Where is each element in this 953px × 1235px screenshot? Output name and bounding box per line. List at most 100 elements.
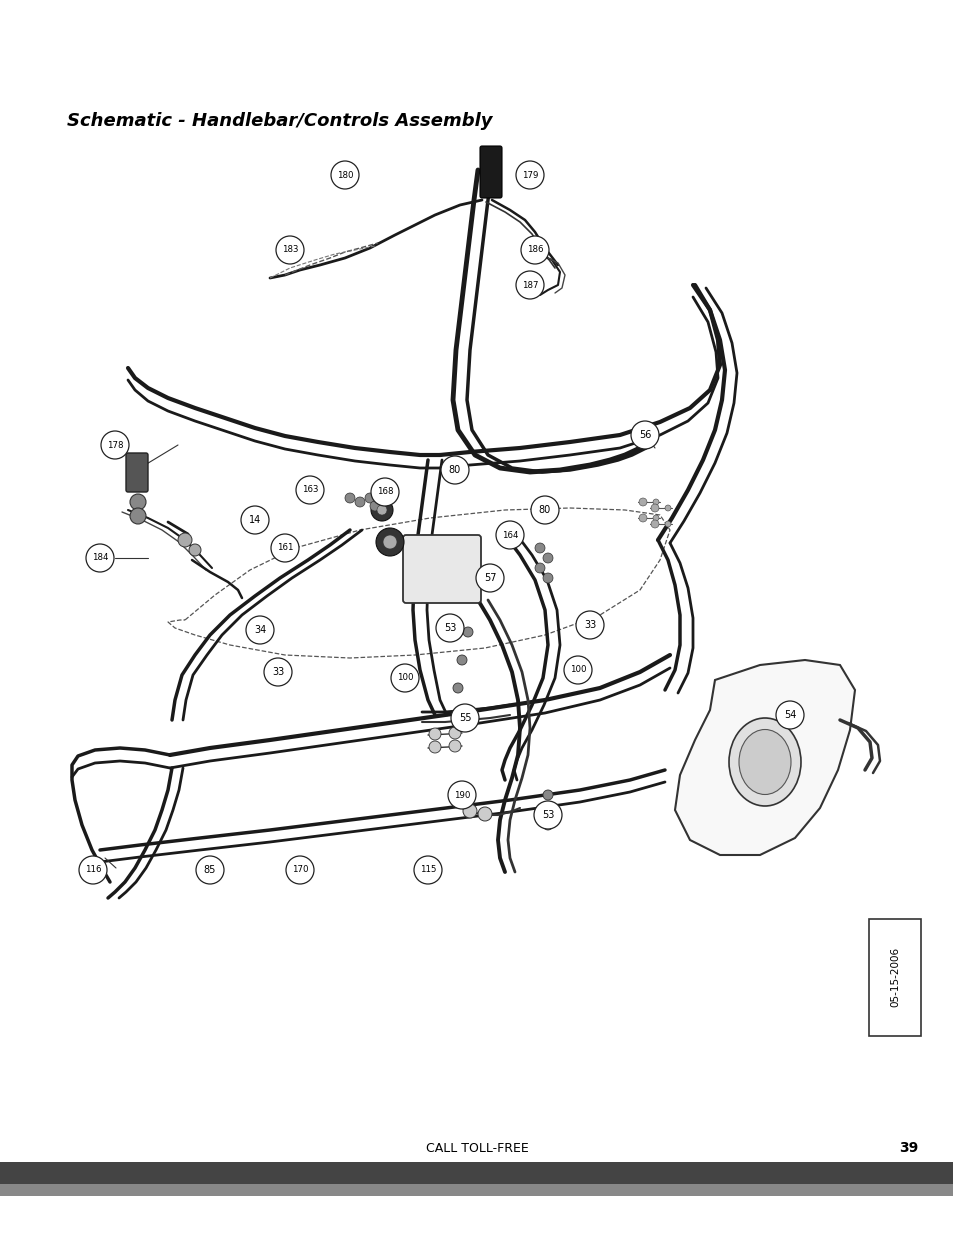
Circle shape — [371, 478, 398, 506]
Text: 55: 55 — [458, 713, 471, 722]
Circle shape — [355, 496, 365, 508]
Text: 80: 80 — [538, 505, 551, 515]
Ellipse shape — [739, 730, 790, 794]
Circle shape — [246, 616, 274, 643]
Circle shape — [370, 501, 379, 511]
Text: 80: 80 — [449, 466, 460, 475]
Circle shape — [563, 656, 592, 684]
Text: 34: 34 — [253, 625, 266, 635]
Text: 180: 180 — [336, 170, 353, 179]
Circle shape — [534, 802, 561, 829]
FancyBboxPatch shape — [402, 535, 480, 603]
Text: 116: 116 — [85, 866, 101, 874]
Text: 05-15-2006: 05-15-2006 — [889, 947, 899, 1007]
Circle shape — [382, 535, 396, 550]
Circle shape — [453, 683, 462, 693]
Text: 163: 163 — [301, 485, 318, 494]
Text: 170: 170 — [292, 866, 308, 874]
Circle shape — [477, 806, 492, 821]
Circle shape — [650, 520, 659, 529]
Text: 168: 168 — [376, 488, 393, 496]
Text: 33: 33 — [272, 667, 284, 677]
Circle shape — [429, 741, 440, 753]
Text: 178: 178 — [107, 441, 123, 450]
Text: 186: 186 — [526, 246, 542, 254]
Text: 14: 14 — [249, 515, 261, 525]
Circle shape — [375, 529, 403, 556]
Text: 39: 39 — [899, 1141, 918, 1155]
Circle shape — [520, 236, 548, 264]
Circle shape — [652, 499, 659, 505]
Circle shape — [542, 820, 553, 830]
Circle shape — [429, 727, 440, 740]
Circle shape — [448, 781, 476, 809]
Text: 164: 164 — [501, 531, 517, 540]
Circle shape — [331, 161, 358, 189]
FancyBboxPatch shape — [868, 919, 920, 1036]
Circle shape — [542, 573, 553, 583]
Circle shape — [130, 508, 146, 524]
Circle shape — [451, 704, 478, 732]
Circle shape — [371, 499, 393, 521]
Circle shape — [516, 161, 543, 189]
Circle shape — [535, 543, 544, 553]
Circle shape — [130, 494, 146, 510]
Circle shape — [516, 270, 543, 299]
Circle shape — [496, 521, 523, 550]
Circle shape — [652, 515, 659, 521]
Text: 53: 53 — [443, 622, 456, 634]
Circle shape — [449, 740, 460, 752]
Circle shape — [376, 505, 387, 515]
Circle shape — [630, 421, 659, 450]
Circle shape — [241, 506, 269, 534]
Text: 184: 184 — [91, 553, 108, 562]
Circle shape — [535, 563, 544, 573]
Circle shape — [664, 505, 670, 511]
Text: CALL TOLL-FREE: CALL TOLL-FREE — [425, 1142, 528, 1155]
Circle shape — [476, 564, 503, 592]
Text: 54: 54 — [783, 710, 796, 720]
Circle shape — [775, 701, 803, 729]
FancyBboxPatch shape — [479, 146, 501, 198]
Circle shape — [650, 504, 659, 513]
Circle shape — [639, 514, 646, 522]
Text: 100: 100 — [396, 673, 413, 683]
Text: 179: 179 — [521, 170, 537, 179]
Text: 100: 100 — [569, 666, 586, 674]
Ellipse shape — [728, 718, 801, 806]
Circle shape — [639, 498, 646, 506]
Circle shape — [295, 475, 324, 504]
Text: 115: 115 — [419, 866, 436, 874]
Circle shape — [414, 856, 441, 884]
Circle shape — [462, 804, 476, 818]
Text: 183: 183 — [281, 246, 298, 254]
Circle shape — [542, 805, 553, 815]
Circle shape — [195, 856, 224, 884]
Circle shape — [576, 611, 603, 638]
FancyBboxPatch shape — [126, 453, 148, 492]
Text: 187: 187 — [521, 280, 537, 289]
Circle shape — [275, 236, 304, 264]
Text: 53: 53 — [541, 810, 554, 820]
Text: Schematic - Handlebar/Controls Assembly: Schematic - Handlebar/Controls Assembly — [67, 112, 492, 130]
Circle shape — [449, 727, 460, 739]
Circle shape — [462, 627, 473, 637]
Circle shape — [189, 543, 201, 556]
Circle shape — [542, 553, 553, 563]
Circle shape — [86, 543, 113, 572]
Text: 57: 57 — [483, 573, 496, 583]
Circle shape — [345, 493, 355, 503]
Text: 161: 161 — [276, 543, 293, 552]
Circle shape — [436, 614, 463, 642]
Circle shape — [531, 496, 558, 524]
Text: 56: 56 — [639, 430, 651, 440]
Text: 33: 33 — [583, 620, 596, 630]
Circle shape — [101, 431, 129, 459]
Circle shape — [79, 856, 107, 884]
Bar — [0, 1162, 953, 1184]
Circle shape — [456, 655, 467, 664]
Circle shape — [664, 521, 670, 527]
Circle shape — [365, 493, 375, 503]
Bar — [0, 1184, 953, 1195]
Text: 190: 190 — [454, 790, 470, 799]
